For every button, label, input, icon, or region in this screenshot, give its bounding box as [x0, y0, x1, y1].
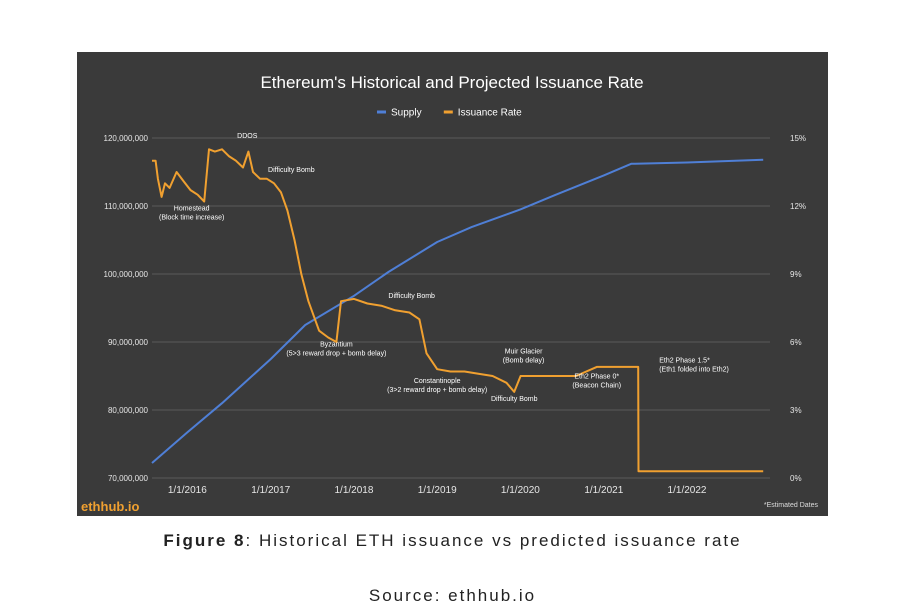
y-left-tick-label: 120,000,000 [104, 134, 149, 143]
source-caption: Source: ethhub.io [368, 586, 537, 605]
x-tick-label: 1/1/2020 [501, 485, 540, 496]
annotation-line: Eth2 Phase 0* [574, 373, 619, 380]
legend: Supply Issuance Rate [377, 108, 522, 119]
annotation-line: Difficulty Bomb [268, 167, 315, 174]
annotation-label: Difficulty Bomb [491, 396, 538, 403]
figure-text: : Historical ETH issuance vs predicted i… [245, 531, 742, 550]
x-tick-label: 1/1/2016 [168, 485, 207, 496]
x-tick-label: 1/1/2019 [418, 485, 457, 496]
y-left-tick-label: 100,000,000 [104, 270, 149, 279]
annotation-line: Difficulty Bomb [491, 396, 538, 403]
y-right-tick-label: 12% [790, 202, 806, 211]
annotation-line: Muir Glacier [505, 348, 543, 355]
y-right-tick-label: 3% [790, 406, 802, 415]
y-left-tick-label: 110,000,000 [104, 202, 148, 211]
grid [152, 137, 770, 479]
x-tick-label: 1/1/2021 [584, 485, 623, 496]
annotation-line: Eth2 Phase 1.5* [659, 357, 710, 364]
annotation-label: Homestead (Block time increase) [159, 206, 224, 222]
annotation-line: Homestead [174, 206, 210, 213]
issuance-chart: Ethereum's Historical and Projected Issu… [81, 73, 819, 514]
annotation-line: (Beacon Chain) [572, 382, 621, 389]
annotation-line: Constantinople [414, 378, 461, 385]
annotation-line: (Eth1 folded into Eth2) [659, 366, 729, 373]
figure-label: Figure 8 [163, 531, 246, 550]
y-right-tick-label: 6% [790, 338, 802, 347]
y-left-tick-label: 80,000,000 [108, 406, 149, 415]
annotation-line: (5>3 reward drop + bomb delay) [286, 351, 386, 358]
annotation-label: Eth2 Phase 0* (Beacon Chain) [572, 373, 621, 389]
series-line-supply [151, 158, 764, 464]
legend-label: Issuance Rate [458, 108, 522, 119]
x-tick-label: 1/1/2022 [668, 485, 707, 496]
y-left-tick-label: 70,000,000 [108, 474, 149, 483]
annotation-label: Muir Glacier (Bomb delay) [503, 348, 545, 364]
axes: 70,000,000 80,000,000 90,000,000 100,000,00… [104, 134, 807, 496]
ethhub-logo: ethhub.io [81, 499, 140, 514]
y-left-tick-label: 90,000,000 [108, 338, 149, 347]
chart-panel: Ethereum's Historical and Projected Issu… [77, 52, 828, 516]
annotation-label: Difficulty Bomb [268, 167, 315, 174]
annotation-label: Byzantium (5>3 reward drop + bomb delay) [286, 342, 386, 358]
x-tick-label: 1/1/2017 [251, 485, 290, 496]
estimated-dates-footnote: *Estimated Dates [764, 502, 819, 509]
chart-title: Ethereum's Historical and Projected Issu… [260, 73, 643, 92]
annotation-label: Eth2 Phase 1.5* (Eth1 folded into Eth2) [659, 357, 729, 373]
annotation-line: Difficulty Bomb [388, 293, 435, 300]
x-tick-label: 1/1/2018 [335, 485, 374, 496]
series [151, 148, 764, 473]
legend-label: Supply [391, 108, 422, 119]
annotation-label: DDOS [237, 133, 258, 140]
y-right-tick-label: 0% [790, 474, 802, 483]
y-right-tick-label: 9% [790, 270, 802, 279]
annotation-line: Byzantium [320, 342, 353, 349]
annotation-label: Difficulty Bomb [388, 293, 435, 300]
figure-caption: Figure 8: Historical ETH issuance vs pre… [0, 531, 905, 551]
annotation-line: (3>2 reward drop + bomb delay) [387, 387, 487, 394]
annotation-line: (Block time increase) [159, 215, 224, 222]
series-line-issuance-rate [152, 148, 764, 473]
annotations: DDOS Difficulty Bomb Homestead (Block time … [159, 133, 729, 403]
annotation-line: DDOS [237, 133, 258, 140]
annotation-label: Constantinople (3>2 reward drop + bomb de… [387, 378, 487, 394]
annotation-line: (Bomb delay) [503, 357, 545, 364]
y-right-tick-label: 15% [790, 134, 806, 143]
